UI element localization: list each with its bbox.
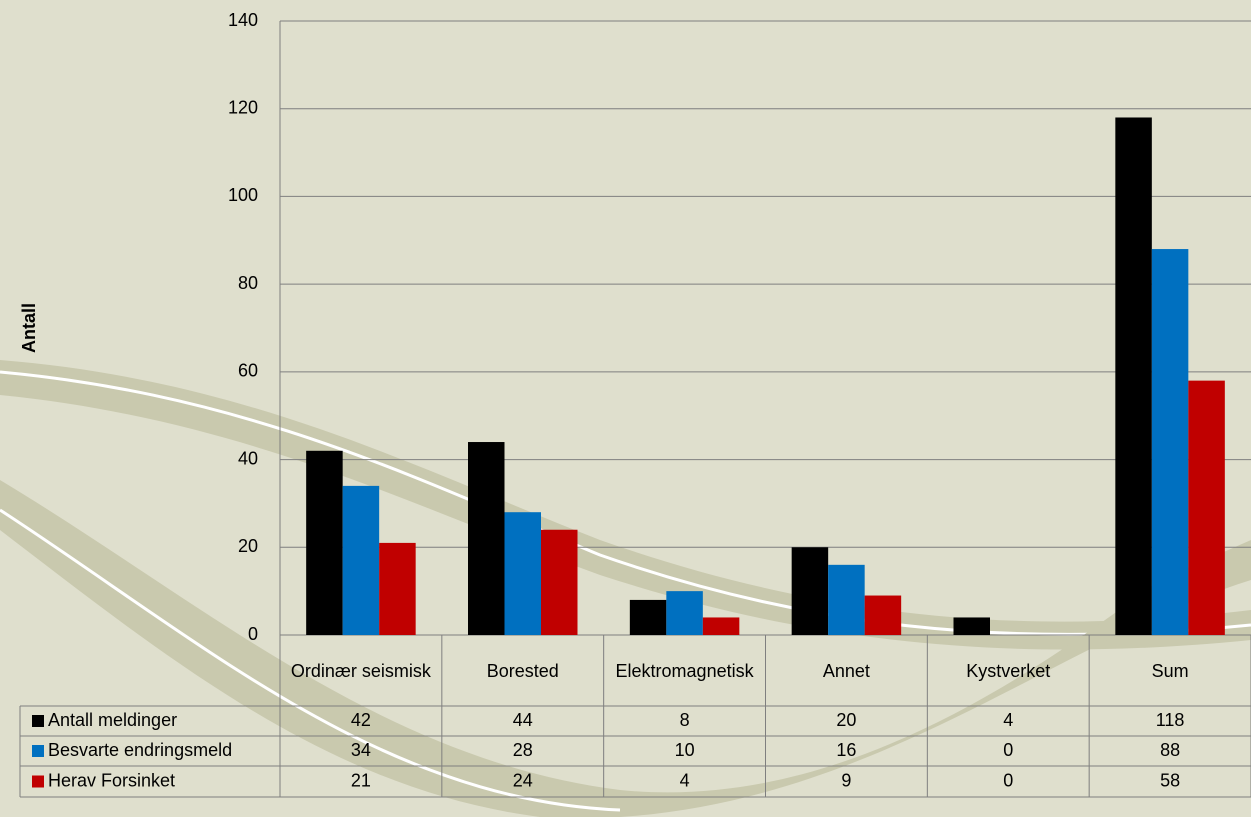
bar (865, 596, 902, 635)
legend-label: Antall meldinger (48, 710, 177, 730)
table-value: 44 (513, 710, 533, 730)
bar (792, 547, 829, 635)
bar (630, 600, 667, 635)
bar (954, 617, 991, 635)
y-tick-label: 40 (238, 448, 258, 468)
bar (505, 512, 542, 635)
table-value: 20 (836, 710, 856, 730)
table-value: 34 (351, 740, 371, 760)
y-tick-label: 0 (248, 624, 258, 644)
y-tick-label: 120 (228, 97, 258, 117)
bar (666, 591, 703, 635)
bar (468, 442, 505, 635)
y-axis-title: Antall (19, 303, 39, 353)
legend-label: Herav Forsinket (48, 770, 175, 790)
bar (1152, 249, 1189, 635)
table-value: 42 (351, 710, 371, 730)
table-value: 28 (513, 740, 533, 760)
legend-swatch (32, 776, 44, 788)
y-tick-label: 60 (238, 361, 258, 381)
bar (703, 617, 740, 635)
y-tick-label: 140 (228, 10, 258, 30)
legend-swatch (32, 745, 44, 757)
x-tick-label: Ordinær seismisk (284, 636, 438, 705)
category-cell: Borested (446, 636, 600, 705)
y-tick-label: 100 (228, 185, 258, 205)
y-tick-label: 80 (238, 273, 258, 293)
x-tick-label: Sum (1093, 636, 1247, 705)
table-value: 10 (675, 740, 695, 760)
bar (541, 530, 578, 635)
table-value: 0 (1003, 740, 1013, 760)
bar (1188, 381, 1225, 635)
bar (343, 486, 380, 635)
category-cell: Ordinær seismisk (284, 636, 438, 705)
chart: Antall 020406080100120140Ordinær seismis… (0, 0, 1251, 817)
bar (306, 451, 343, 635)
x-tick-label: Borested (446, 636, 600, 705)
table-value: 0 (1003, 770, 1013, 790)
table-value: 21 (351, 770, 371, 790)
table-value: 58 (1160, 770, 1180, 790)
legend-label: Besvarte endringsmeld (48, 740, 232, 760)
table-value: 118 (1156, 710, 1185, 730)
bar (379, 543, 416, 635)
y-tick-label: 20 (238, 536, 258, 556)
bar (828, 565, 865, 635)
category-cell: Elektromagnetisk (608, 636, 762, 705)
category-cell: Sum (1093, 636, 1247, 705)
x-tick-label: Annet (770, 636, 924, 705)
table-value: 16 (836, 740, 856, 760)
table-value: 8 (680, 710, 690, 730)
table-value: 88 (1160, 740, 1180, 760)
table-value: 4 (680, 770, 690, 790)
table-value: 4 (1003, 710, 1013, 730)
x-tick-label: Elektromagnetisk (608, 636, 762, 705)
category-cell: Kystverket (931, 636, 1085, 705)
legend-swatch (32, 715, 44, 727)
bar (1115, 117, 1152, 635)
x-tick-label: Kystverket (931, 636, 1085, 705)
table-value: 24 (513, 770, 533, 790)
category-cell: Annet (770, 636, 924, 705)
table-value: 9 (841, 770, 851, 790)
